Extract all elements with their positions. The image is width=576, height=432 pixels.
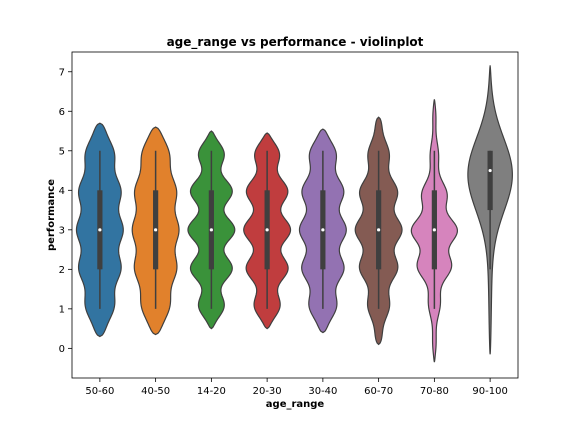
violin-median-14-20 — [209, 228, 213, 232]
violin-median-30-40 — [321, 228, 325, 232]
x-tick-label: 20-30 — [253, 386, 282, 397]
x-axis: 50-60 40-50 14-20 20-30 30-40 60-70 70-80 90-10… — [85, 378, 508, 397]
x-tick-label: 50-60 — [85, 386, 114, 397]
y-tick-label: 1 — [59, 304, 65, 315]
y-tick-label: 2 — [59, 265, 65, 276]
chart-title: age_range vs performance - violinplot — [167, 35, 424, 50]
y-tick-label: 3 — [59, 225, 65, 236]
violin-median-90-100 — [488, 168, 492, 173]
x-tick-label: 40-50 — [141, 386, 170, 397]
x-axis-title: age_range — [266, 399, 325, 410]
violin-median-50-60 — [98, 228, 102, 232]
plot-area — [75, 65, 513, 363]
y-tick-label: 4 — [59, 186, 65, 197]
y-tick-label: 5 — [59, 146, 65, 157]
y-tick-label: 0 — [59, 344, 65, 355]
y-axis-title: performance — [46, 179, 57, 251]
violin-median-60-70 — [377, 228, 381, 232]
violin-iqr-box-90-100 — [487, 150, 493, 211]
violin-median-20-30 — [265, 228, 269, 232]
x-tick-label: 30-40 — [308, 386, 337, 397]
x-tick-label: 14-20 — [197, 386, 226, 397]
violin-median-40-50 — [154, 228, 158, 232]
y-axis: 0 1 2 3 4 5 6 7 — [59, 67, 72, 355]
x-tick-label: 60-70 — [364, 386, 393, 397]
violin-median-70-80 — [432, 228, 436, 232]
x-tick-label: 90-100 — [472, 386, 507, 397]
y-tick-label: 6 — [59, 107, 65, 118]
x-tick-label: 70-80 — [420, 386, 449, 397]
axes-frame — [71, 51, 519, 379]
y-tick-label: 7 — [59, 67, 65, 78]
